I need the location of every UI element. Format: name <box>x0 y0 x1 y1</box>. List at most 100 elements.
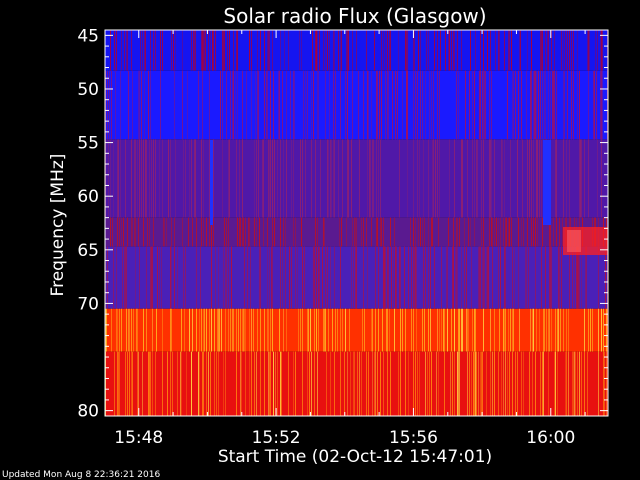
band-streak <box>533 139 534 218</box>
band-streak <box>134 217 135 247</box>
band-streak <box>153 217 154 247</box>
band-streak <box>387 308 388 352</box>
band-streak <box>422 70 423 140</box>
band-streak <box>219 308 220 352</box>
band-streak <box>239 217 240 247</box>
band-streak <box>135 139 136 218</box>
band-streak <box>447 246 448 309</box>
band-streak <box>445 30 446 71</box>
band-streak <box>352 70 353 140</box>
band-streak <box>310 308 311 352</box>
band-streak <box>202 30 203 71</box>
band-streak <box>469 70 470 140</box>
band-streak <box>124 246 125 309</box>
band-streak <box>177 246 178 309</box>
band-streak <box>326 351 327 416</box>
band-streak <box>513 308 514 352</box>
band-streak <box>236 308 237 352</box>
band-streak <box>454 351 455 416</box>
band-streak <box>245 217 246 247</box>
band-streak <box>302 139 303 218</box>
band-streak <box>340 30 341 71</box>
band-streak <box>545 70 546 140</box>
band-streak <box>589 30 590 71</box>
band-streak <box>244 246 245 309</box>
band-streak <box>459 308 460 352</box>
band-streak <box>364 308 365 352</box>
band-streak <box>267 217 268 247</box>
band-streak <box>331 139 332 218</box>
band-streak <box>314 351 315 416</box>
band-base <box>105 139 608 218</box>
band-streak <box>531 139 532 218</box>
band-streak <box>553 70 554 140</box>
band-streak <box>215 246 216 309</box>
band-streak <box>213 217 214 247</box>
band-streak <box>554 30 555 71</box>
band-streak <box>253 308 254 352</box>
band-streak <box>196 246 197 309</box>
band-base <box>105 70 608 140</box>
band-streak <box>213 139 214 218</box>
band-streak <box>125 139 126 218</box>
band-streak <box>417 351 418 416</box>
band-streak <box>242 70 243 140</box>
band-streak <box>202 351 203 416</box>
band-streak <box>137 308 138 352</box>
band-streak <box>447 308 448 352</box>
band-streak <box>232 308 233 352</box>
band-streak <box>116 246 117 309</box>
band-streak <box>489 217 490 247</box>
band-streak <box>139 139 140 218</box>
band-streak <box>125 351 126 416</box>
band-streak <box>341 30 342 71</box>
band-streak <box>143 139 144 218</box>
band-streak <box>328 308 329 352</box>
band-streak <box>405 351 406 416</box>
band-streak <box>486 246 487 309</box>
band-streak <box>374 351 375 416</box>
band-streak <box>148 351 149 416</box>
band-streak <box>371 217 372 247</box>
band-streak <box>572 246 573 309</box>
band-streak <box>559 246 560 309</box>
band-streak <box>185 246 186 309</box>
band-streak <box>437 70 438 140</box>
band-streak <box>490 30 491 71</box>
band-streak <box>423 139 424 218</box>
band-streak <box>479 246 480 309</box>
footer-timestamp: Updated Mon Aug 8 22:36:21 2016 <box>2 470 160 480</box>
band-streak <box>579 70 580 140</box>
band-streak <box>196 217 197 247</box>
band-streak <box>150 70 151 140</box>
band-streak <box>318 308 319 352</box>
band-streak <box>489 139 490 218</box>
band-streak <box>413 308 414 352</box>
band-streak <box>112 217 113 247</box>
band-streak <box>512 246 513 309</box>
band-streak <box>333 30 334 71</box>
band-streak <box>486 351 487 416</box>
band-streak <box>271 246 272 309</box>
band-streak <box>324 217 325 247</box>
band-streak <box>299 30 300 71</box>
band-streak <box>212 30 213 71</box>
band-streak <box>347 351 348 416</box>
band-streak <box>114 351 115 416</box>
band-streak <box>204 308 205 352</box>
band-streak <box>430 308 431 352</box>
band-streak <box>205 30 206 71</box>
spectrum-band <box>105 70 608 140</box>
band-streak <box>545 30 546 71</box>
band-streak <box>340 246 341 309</box>
band-streak <box>295 217 296 247</box>
band-streak <box>295 351 296 416</box>
band-streak <box>536 139 537 218</box>
band-streak <box>277 351 278 416</box>
band-streak <box>386 308 387 352</box>
band-streak <box>532 308 533 352</box>
band-streak <box>235 70 236 140</box>
band-streak <box>569 30 570 71</box>
band-streak <box>183 246 184 309</box>
band-streak <box>540 70 541 140</box>
